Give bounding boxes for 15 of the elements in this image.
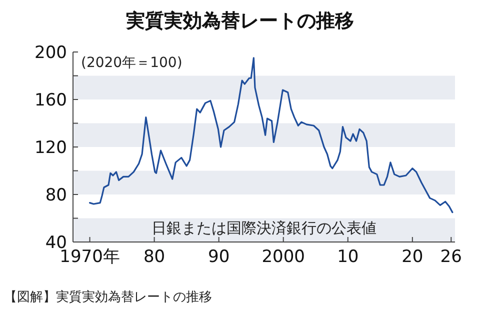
x-tick-label: 90	[208, 247, 230, 267]
y-tick-label: 160	[34, 90, 67, 110]
text: 【図解】実質実効為替レートの推移	[4, 289, 212, 305]
x-tick-label: 80	[143, 247, 166, 267]
chart-title: 実質実効為替レートの推移	[125, 10, 354, 32]
annotation: 日銀または国際決済銀行の公表値	[152, 219, 376, 237]
y-tick-label: 200	[34, 43, 67, 63]
x-tick-label: 20	[402, 247, 424, 267]
x-tick-label: 10	[337, 247, 359, 267]
x-tick-label: 2000	[262, 247, 305, 267]
x-tick-label: 1970年	[60, 247, 120, 267]
x-tick-label: 26	[440, 247, 462, 267]
y-tick-label: 80	[45, 186, 67, 206]
y-tick-label: 120	[34, 138, 67, 158]
annotation: (2020年＝100)	[81, 55, 182, 71]
